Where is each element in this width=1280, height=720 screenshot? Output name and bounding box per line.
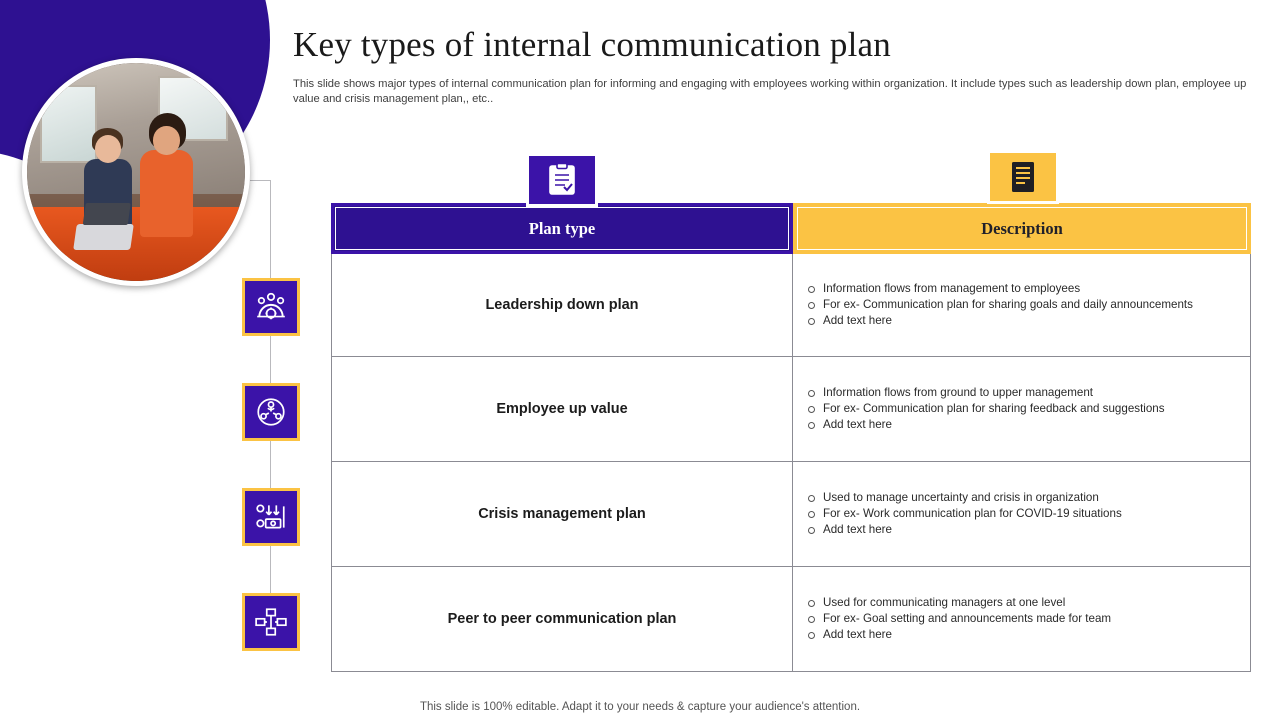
cell-description: Used to manage uncertainty and crisis in… (793, 462, 1251, 567)
table-row: Leadership down plan Information flows f… (331, 254, 1251, 357)
timeline-icon-crisis-chart (242, 488, 300, 546)
list-item: Used for communicating managers at one l… (805, 595, 1111, 611)
table-header-description: Description (793, 203, 1251, 254)
cell-description: Information flows from management to emp… (793, 254, 1251, 357)
table-row: Crisis management plan Used to manage un… (331, 462, 1251, 567)
cell-description: Information flows from ground to upper m… (793, 357, 1251, 462)
header-badge-description (987, 150, 1059, 204)
photo-laptop (73, 224, 134, 251)
list-item: Information flows from ground to upper m… (805, 385, 1165, 401)
photo-person-two-body (140, 150, 193, 238)
photo-person-two-head (153, 126, 180, 155)
list-item: For ex- Goal setting and announcements m… (805, 611, 1111, 627)
cell-plan-type: Peer to peer communication plan (331, 567, 793, 672)
photo-window-left (40, 84, 97, 164)
list-item: Add text here (805, 522, 1122, 538)
cell-plan-type: Employee up value (331, 357, 793, 462)
plan-types-table: Plan type Description Leadership down pl… (331, 203, 1251, 672)
list-item: For ex- Communication plan for sharing g… (805, 297, 1193, 313)
timeline-connector-stub (250, 180, 271, 181)
list-item: Used to manage uncertainty and crisis in… (805, 490, 1122, 506)
description-list: Used for communicating managers at one l… (805, 595, 1111, 643)
description-list: Information flows from management to emp… (805, 281, 1193, 329)
photo-couch (27, 206, 245, 281)
list-item: For ex- Work communication plan for COVI… (805, 506, 1122, 522)
cell-description: Used for communicating managers at one l… (793, 567, 1251, 672)
table-row: Employee up value Information flows from… (331, 357, 1251, 462)
team-photo (22, 58, 250, 286)
cell-plan-type: Leadership down plan (331, 254, 793, 357)
cell-plan-type: Crisis management plan (331, 462, 793, 567)
timeline-icon-people-network (242, 383, 300, 441)
page-subtitle: This slide shows major types of internal… (293, 78, 1247, 105)
table-header-plan-type: Plan type (331, 203, 793, 254)
footer-note: This slide is 100% editable. Adapt it to… (419, 701, 861, 713)
photo-person-one-head (94, 134, 121, 164)
table-header-row: Plan type Description (331, 203, 1251, 254)
clipboard-checklist-icon (549, 162, 575, 195)
description-list: Used to manage uncertainty and crisis in… (805, 490, 1122, 538)
description-list: Information flows from ground to upper m… (805, 385, 1165, 433)
header-badge-plan-type (526, 153, 598, 207)
list-item: Add text here (805, 417, 1165, 433)
timeline-icon-team-gear (242, 278, 300, 336)
timeline-icon-org-chart (242, 593, 300, 651)
list-item: Information flows from management to emp… (805, 281, 1193, 297)
document-lines-icon (1012, 162, 1034, 192)
list-item: Add text here (805, 627, 1111, 643)
table-row: Peer to peer communication plan Used for… (331, 567, 1251, 672)
list-item: Add text here (805, 313, 1193, 329)
page-title: Key types of internal communication plan (293, 25, 891, 64)
photo-inner (27, 63, 245, 281)
list-item: For ex- Communication plan for sharing f… (805, 401, 1165, 417)
